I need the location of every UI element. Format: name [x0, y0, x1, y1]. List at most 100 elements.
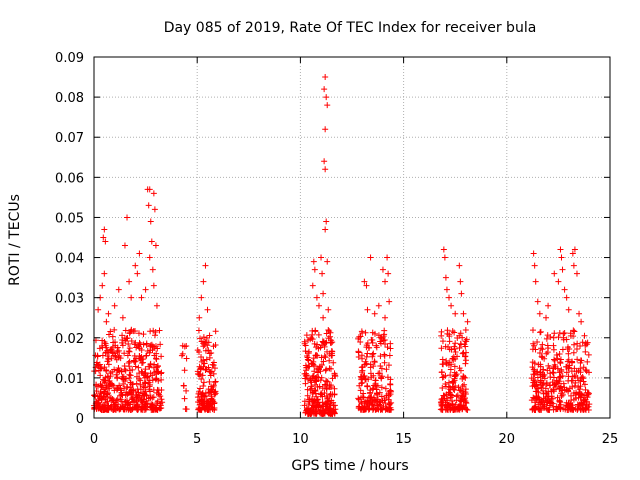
- data-point: [327, 406, 334, 413]
- data-point: [453, 397, 460, 404]
- data-point: [449, 328, 456, 335]
- data-point: [571, 328, 578, 335]
- data-point: [133, 403, 140, 410]
- data-point: [301, 402, 308, 409]
- data-point: [310, 355, 317, 362]
- data-point: [135, 364, 142, 371]
- data-point: [540, 380, 547, 387]
- data-point: [198, 396, 205, 403]
- data-point: [584, 389, 591, 396]
- data-point: [138, 406, 145, 413]
- data-point: [547, 370, 554, 377]
- x-tick-label: 0: [90, 432, 98, 447]
- data-point: [573, 390, 580, 397]
- data-point: [108, 355, 115, 362]
- data-point: [308, 385, 315, 392]
- data-point: [441, 254, 448, 261]
- data-point: [131, 358, 138, 365]
- data-point: [329, 339, 336, 346]
- data-point: [551, 356, 558, 363]
- data-point: [331, 371, 338, 378]
- data-point: [563, 386, 570, 393]
- data-point: [367, 254, 374, 261]
- data-point: [121, 350, 128, 357]
- data-point: [143, 392, 150, 399]
- data-point: [386, 392, 393, 399]
- data-point: [212, 378, 219, 385]
- data-point: [142, 286, 149, 293]
- data-point: [582, 405, 589, 412]
- data-point: [528, 375, 535, 382]
- data-point: [580, 364, 587, 371]
- data-point: [531, 405, 538, 412]
- data-point: [556, 350, 563, 357]
- y-tick-label: 0: [76, 412, 84, 427]
- data-point: [445, 383, 452, 390]
- data-point: [205, 339, 212, 346]
- data-point: [570, 349, 577, 356]
- data-point: [179, 350, 186, 357]
- data-point: [460, 310, 467, 317]
- data-point: [138, 406, 145, 413]
- data-point: [151, 344, 158, 351]
- data-point: [561, 286, 568, 293]
- data-point: [460, 404, 467, 411]
- data-point: [318, 354, 325, 361]
- data-point: [381, 337, 388, 344]
- data-point: [362, 406, 369, 413]
- data-point: [129, 406, 136, 413]
- data-point: [557, 399, 564, 406]
- data-point: [313, 377, 320, 384]
- data-point: [463, 336, 470, 343]
- data-point: [544, 349, 551, 356]
- data-point: [558, 393, 565, 400]
- data-point: [462, 360, 469, 367]
- data-point: [323, 377, 330, 384]
- data-point: [386, 401, 393, 408]
- plot-frame: [93, 56, 611, 419]
- data-point: [125, 348, 132, 355]
- data-point: [202, 406, 209, 413]
- data-point: [556, 369, 563, 376]
- data-point: [577, 359, 584, 366]
- data-point: [376, 389, 383, 396]
- data-point: [327, 333, 334, 340]
- data-point: [464, 406, 471, 413]
- data-point: [530, 371, 537, 378]
- data-point: [462, 353, 469, 360]
- data-point: [322, 166, 329, 173]
- data-point: [331, 385, 338, 392]
- data-point: [572, 379, 579, 386]
- data-point: [132, 392, 139, 399]
- data-point: [147, 370, 154, 377]
- data-point: [531, 262, 538, 269]
- data-point: [534, 338, 541, 345]
- data-point: [99, 337, 106, 344]
- data-point: [442, 406, 449, 413]
- data-point: [457, 404, 464, 411]
- data-point: [145, 202, 152, 209]
- data-point: [320, 339, 327, 346]
- data-point: [443, 359, 450, 366]
- data-point: [364, 383, 371, 390]
- data-point: [183, 387, 190, 394]
- data-point: [375, 405, 382, 412]
- data-point: [126, 371, 133, 378]
- data-point: [194, 394, 201, 401]
- data-point: [451, 386, 458, 393]
- data-point: [207, 388, 214, 395]
- data-point: [533, 397, 540, 404]
- data-point: [321, 381, 328, 388]
- data-point: [96, 403, 103, 410]
- data-point: [207, 383, 214, 390]
- data-point: [211, 365, 218, 372]
- data-point: [308, 360, 315, 367]
- data-point: [536, 349, 543, 356]
- data-point: [568, 359, 575, 366]
- data-point: [102, 406, 109, 413]
- data-point: [563, 294, 570, 301]
- data-point: [194, 347, 201, 354]
- data-point: [551, 361, 558, 368]
- data-point: [555, 334, 562, 341]
